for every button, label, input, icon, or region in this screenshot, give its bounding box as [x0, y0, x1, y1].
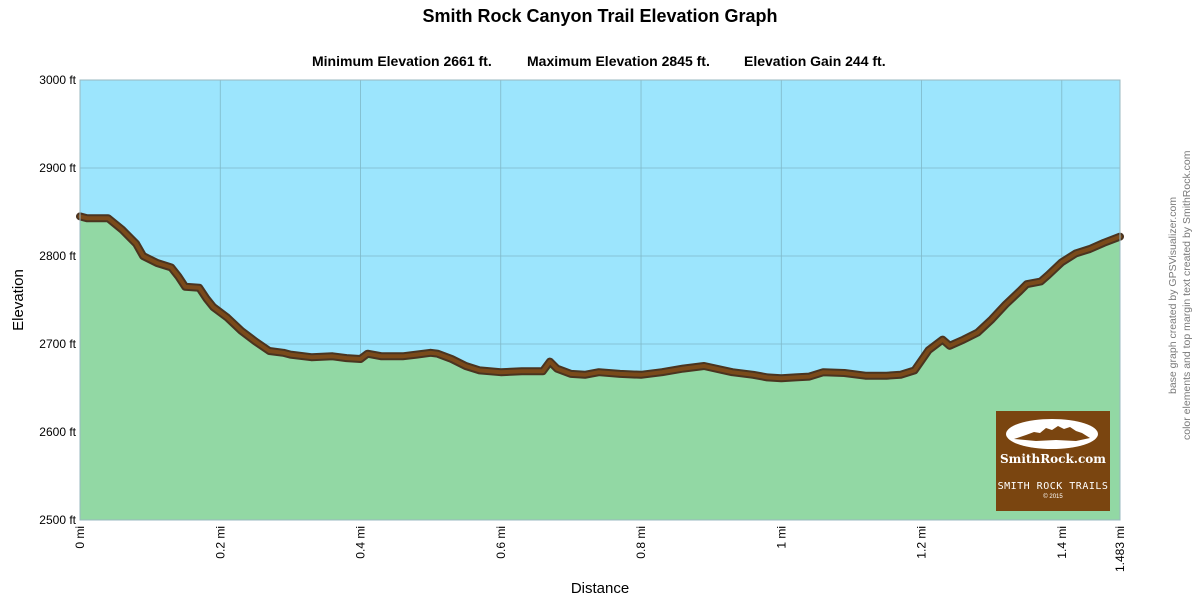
- y-tick-label: 2700 ft: [39, 337, 76, 351]
- chart-title: Smith Rock Canyon Trail Elevation Graph: [422, 6, 778, 26]
- x-tick-label: 0.2 mi: [213, 526, 227, 559]
- y-tick-label: 2500 ft: [39, 513, 76, 527]
- credit-line-1: base graph created by GPSVisualizer.com: [1167, 196, 1179, 394]
- logo-copyright: © 2015: [1043, 494, 1063, 500]
- y-tick-label: 2900 ft: [39, 161, 76, 175]
- trail-elevation-line: [78, 214, 1122, 381]
- y-tick-label: 2800 ft: [39, 249, 76, 263]
- x-tick-label: 0 mi: [73, 526, 87, 549]
- y-axis-label: Elevation: [10, 269, 27, 331]
- x-tick-label: 0.8 mi: [634, 526, 648, 559]
- elevation-gain-label: Elevation Gain 244 ft.: [744, 53, 886, 69]
- minimum-elevation-label: Minimum Elevation 2661 ft.: [312, 53, 492, 69]
- ground-area: [80, 216, 1120, 520]
- plot-frame: [79, 79, 1121, 521]
- logo-subtitle: SMITH ROCK TRAILS: [997, 481, 1109, 492]
- logo-rock-emblem-icon: [1006, 419, 1098, 449]
- smithrock-logo: SmithRock.com SMITH ROCK TRAILS © 2015: [996, 411, 1110, 511]
- y-axis-ticks: 2500 ft 2600 ft 2700 ft 2800 ft 2900 ft 3000 …: [39, 73, 76, 527]
- y-tick-label: 2600 ft: [39, 425, 76, 439]
- logo-brand-text: SmithRock.com: [1000, 452, 1106, 466]
- x-tick-label: 1.2 mi: [915, 526, 929, 559]
- y-tick-label: 3000 ft: [39, 73, 76, 87]
- maximum-elevation-label: Maximum Elevation 2845 ft.: [527, 53, 710, 69]
- credits-text: base graph created by GPSVisualizer.com …: [1166, 140, 1194, 450]
- x-tick-label: 1.4 mi: [1055, 526, 1069, 559]
- x-tick-label: 1 mi: [774, 526, 788, 549]
- x-axis-ticks: 0 mi 0.2 mi 0.4 mi 0.6 mi 0.8 mi 1 mi 1.2 mi 1.…: [73, 526, 1127, 572]
- x-tick-label: 0.6 mi: [494, 526, 508, 559]
- x-axis-label: Distance: [571, 580, 629, 597]
- x-tick-label: 1.483 mi: [1113, 526, 1127, 572]
- credit-line-2: color elements and top margin text creat…: [1181, 150, 1193, 440]
- x-tick-label: 0.4 mi: [354, 526, 368, 559]
